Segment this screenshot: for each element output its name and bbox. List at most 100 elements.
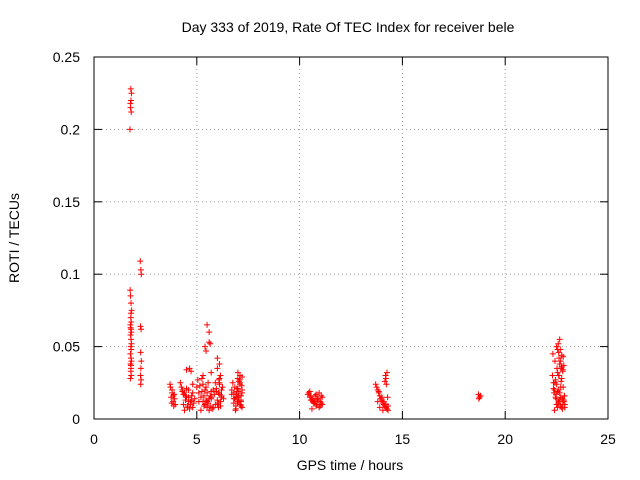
x-tick-label: 5 xyxy=(193,431,201,447)
data-point xyxy=(385,402,392,409)
data-point xyxy=(234,385,241,392)
data-point xyxy=(219,384,226,391)
data-point xyxy=(196,382,203,389)
data-point xyxy=(199,381,206,388)
data-point xyxy=(558,378,565,385)
data-point xyxy=(214,397,221,404)
data-point xyxy=(476,394,483,401)
data-points xyxy=(126,85,568,414)
data-point xyxy=(383,405,390,412)
data-point xyxy=(555,372,562,379)
data-point xyxy=(556,336,563,343)
data-point xyxy=(560,384,567,391)
data-point xyxy=(189,404,196,411)
data-point xyxy=(167,384,174,391)
x-tick-label: 25 xyxy=(600,431,616,447)
data-point xyxy=(372,381,379,388)
data-point xyxy=(376,404,383,411)
data-point xyxy=(168,400,175,407)
data-point xyxy=(554,369,561,376)
data-point xyxy=(214,355,221,362)
data-point xyxy=(206,407,213,414)
data-point xyxy=(383,381,390,388)
data-point xyxy=(318,400,325,407)
data-point xyxy=(179,388,186,395)
data-point xyxy=(128,307,135,314)
data-point xyxy=(189,389,196,396)
data-point xyxy=(307,397,314,404)
data-point xyxy=(189,381,196,388)
data-point xyxy=(198,388,205,395)
data-point xyxy=(200,392,207,399)
data-point xyxy=(169,389,176,396)
data-point xyxy=(557,358,564,365)
data-point xyxy=(200,402,207,409)
data-point xyxy=(178,384,185,391)
y-tick-label: 0.1 xyxy=(61,266,81,282)
data-point xyxy=(375,388,382,395)
data-point xyxy=(197,407,204,414)
data-point xyxy=(373,384,380,391)
data-point xyxy=(137,323,144,330)
data-point xyxy=(137,258,144,265)
data-point xyxy=(558,404,565,411)
data-point xyxy=(198,375,205,382)
x-axis-label: GPS time / hours xyxy=(297,457,404,473)
data-point xyxy=(551,379,558,386)
data-point xyxy=(182,392,189,399)
data-point xyxy=(205,379,212,386)
data-point xyxy=(170,392,177,399)
data-point xyxy=(137,372,144,379)
data-point xyxy=(128,310,135,317)
data-point xyxy=(230,395,237,402)
data-point xyxy=(550,385,557,392)
data-point xyxy=(128,362,135,369)
data-point xyxy=(127,324,134,331)
data-point xyxy=(137,349,144,356)
chart-title: Day 333 of 2019, Rate Of TEC Index for r… xyxy=(182,19,515,35)
data-point xyxy=(237,401,244,408)
data-point xyxy=(203,347,210,354)
data-point xyxy=(239,374,246,381)
data-point xyxy=(171,395,178,402)
data-point xyxy=(557,346,564,353)
data-point xyxy=(549,372,556,379)
axis-ticks: 0 5 10 15 20 25 0 0.05 0.1 0.15 0.2 0.25 xyxy=(53,49,616,447)
data-point xyxy=(235,378,242,385)
data-point xyxy=(138,358,145,365)
data-point xyxy=(558,352,565,359)
data-point xyxy=(128,340,135,347)
data-point xyxy=(128,329,135,336)
x-tick-label: 10 xyxy=(292,431,308,447)
data-point xyxy=(378,394,385,401)
data-point xyxy=(316,404,323,411)
data-point xyxy=(229,379,236,386)
data-point xyxy=(195,398,202,405)
data-point xyxy=(204,321,211,328)
x-tick-label: 20 xyxy=(497,431,513,447)
data-point xyxy=(172,401,179,408)
data-point xyxy=(555,340,562,347)
data-point xyxy=(188,368,195,375)
y-axis-label: ROTI / TECUs xyxy=(6,193,22,283)
data-point xyxy=(197,394,204,401)
data-point xyxy=(213,388,220,395)
data-point xyxy=(127,287,134,294)
data-point xyxy=(128,109,135,116)
data-point xyxy=(561,392,568,399)
data-point xyxy=(310,400,317,407)
data-point xyxy=(138,326,145,333)
data-point xyxy=(185,394,192,401)
data-point xyxy=(315,397,322,404)
data-point xyxy=(195,389,202,396)
data-point xyxy=(127,85,134,92)
data-point xyxy=(238,392,245,399)
data-point xyxy=(137,365,144,372)
data-point xyxy=(317,402,324,409)
grid-lines xyxy=(94,57,608,419)
data-point xyxy=(217,402,224,409)
data-point xyxy=(319,394,326,401)
data-point xyxy=(216,360,223,367)
data-point xyxy=(381,378,388,385)
